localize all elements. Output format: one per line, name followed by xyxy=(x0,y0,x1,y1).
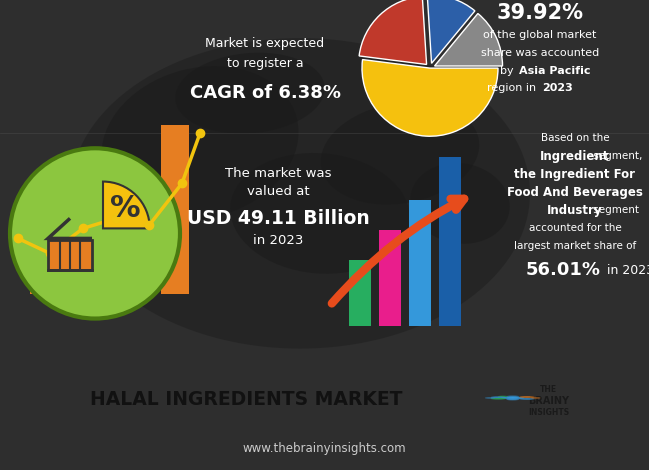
Text: Industry: Industry xyxy=(547,204,603,217)
FancyBboxPatch shape xyxy=(349,260,371,326)
FancyBboxPatch shape xyxy=(30,198,58,293)
Wedge shape xyxy=(362,60,498,136)
FancyBboxPatch shape xyxy=(409,200,431,326)
Circle shape xyxy=(519,396,535,398)
Text: www.thebrainyinsights.com: www.thebrainyinsights.com xyxy=(243,442,406,455)
Text: 56.01%: 56.01% xyxy=(526,261,600,280)
Text: The market was: The market was xyxy=(225,167,331,180)
FancyBboxPatch shape xyxy=(62,235,90,293)
Circle shape xyxy=(10,148,180,319)
Text: Based on the: Based on the xyxy=(541,133,609,143)
Text: by: by xyxy=(500,66,517,76)
Text: CAGR of 6.38%: CAGR of 6.38% xyxy=(190,84,341,102)
Wedge shape xyxy=(359,0,426,64)
FancyBboxPatch shape xyxy=(379,230,401,326)
Circle shape xyxy=(506,399,519,400)
Text: Asia Pacific: Asia Pacific xyxy=(519,66,591,76)
Text: region in: region in xyxy=(487,83,540,93)
Circle shape xyxy=(519,398,535,400)
Text: THE: THE xyxy=(540,385,557,394)
Text: segment,: segment, xyxy=(590,151,643,161)
Text: valued at: valued at xyxy=(247,185,310,198)
Text: HALAL INGREDIENTS MARKET: HALAL INGREDIENTS MARKET xyxy=(90,390,403,409)
Circle shape xyxy=(485,398,495,399)
Text: largest market share of: largest market share of xyxy=(514,242,636,251)
Circle shape xyxy=(501,397,524,399)
Text: Market is expected: Market is expected xyxy=(206,37,324,49)
Text: 2023: 2023 xyxy=(542,83,573,93)
Ellipse shape xyxy=(70,38,530,349)
Text: BRAINY: BRAINY xyxy=(528,396,569,406)
Text: segment: segment xyxy=(590,205,639,215)
FancyBboxPatch shape xyxy=(128,219,156,293)
Text: of the global market: of the global market xyxy=(484,30,596,40)
FancyBboxPatch shape xyxy=(439,157,461,326)
FancyBboxPatch shape xyxy=(48,241,92,270)
Text: INSIGHTS: INSIGHTS xyxy=(528,408,569,417)
Ellipse shape xyxy=(410,163,509,244)
Ellipse shape xyxy=(321,102,479,204)
Text: USD 49.11 Billion: USD 49.11 Billion xyxy=(187,209,369,228)
Text: in 2023: in 2023 xyxy=(253,234,303,247)
Text: Food And Beverages: Food And Beverages xyxy=(507,186,643,199)
Ellipse shape xyxy=(101,66,299,220)
Circle shape xyxy=(498,396,508,397)
Ellipse shape xyxy=(61,172,179,275)
Text: to register a: to register a xyxy=(227,56,303,70)
Ellipse shape xyxy=(175,53,324,133)
Text: %: % xyxy=(110,194,140,223)
Circle shape xyxy=(491,398,506,400)
Circle shape xyxy=(491,397,506,398)
Circle shape xyxy=(506,396,519,397)
Text: 39.92%: 39.92% xyxy=(496,3,583,23)
Ellipse shape xyxy=(230,153,410,274)
Text: the Ingredient For: the Ingredient For xyxy=(515,168,635,181)
Text: accounted for the: accounted for the xyxy=(529,223,621,234)
Text: Ingredient: Ingredient xyxy=(541,150,609,163)
Wedge shape xyxy=(103,181,150,228)
Wedge shape xyxy=(435,14,502,66)
Text: in 2023: in 2023 xyxy=(603,264,649,277)
Wedge shape xyxy=(427,0,475,63)
Text: share was accounted: share was accounted xyxy=(481,48,599,58)
FancyBboxPatch shape xyxy=(95,178,123,293)
Circle shape xyxy=(530,398,541,399)
FancyBboxPatch shape xyxy=(161,125,189,293)
